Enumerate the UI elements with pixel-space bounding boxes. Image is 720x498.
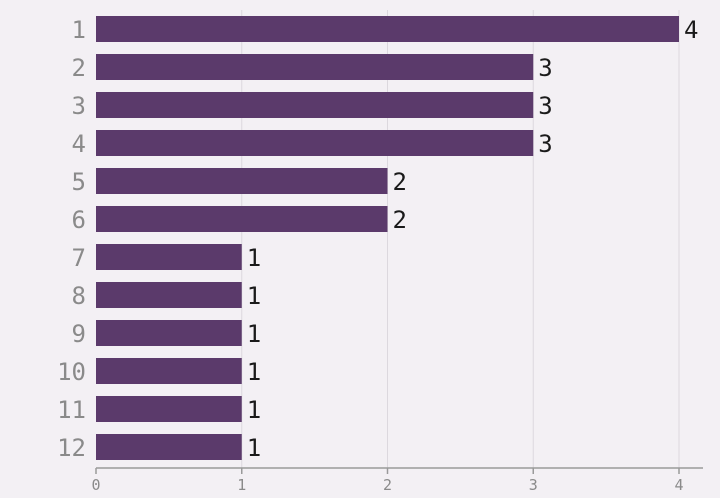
category-label-11: 11 bbox=[57, 396, 86, 424]
bar-12 bbox=[96, 434, 242, 460]
bar-7 bbox=[96, 244, 242, 270]
category-label-4: 4 bbox=[72, 130, 86, 158]
category-label-10: 10 bbox=[57, 358, 86, 386]
gridlines bbox=[241, 10, 680, 468]
category-label-5: 5 bbox=[72, 168, 86, 196]
category-label-1: 1 bbox=[72, 16, 86, 44]
value-label-8: 1 bbox=[247, 282, 261, 310]
value-label-11: 1 bbox=[247, 396, 261, 424]
value-label-3: 3 bbox=[538, 92, 552, 120]
bar-3 bbox=[96, 92, 534, 118]
value-label-9: 1 bbox=[247, 320, 261, 348]
bar-1 bbox=[96, 16, 679, 42]
x-tick-label-3: 3 bbox=[529, 476, 538, 494]
value-label-6: 2 bbox=[393, 206, 407, 234]
bar-8 bbox=[96, 282, 242, 308]
x-tick-label-0: 0 bbox=[91, 476, 100, 494]
bar-6 bbox=[96, 206, 388, 232]
value-label-12: 1 bbox=[247, 434, 261, 462]
value-label-7: 1 bbox=[247, 244, 261, 272]
bar-9 bbox=[96, 320, 242, 346]
bars bbox=[96, 16, 679, 460]
category-label-9: 9 bbox=[72, 320, 86, 348]
bar-10 bbox=[96, 358, 242, 384]
x-tick-label-1: 1 bbox=[237, 476, 246, 494]
value-label-2: 3 bbox=[538, 54, 552, 82]
x-axis: 0 1 2 3 4 bbox=[91, 467, 703, 494]
value-labels: 4 3 3 3 2 2 1 1 1 1 1 1 bbox=[247, 16, 699, 462]
category-label-6: 6 bbox=[72, 206, 86, 234]
value-label-1: 4 bbox=[684, 16, 698, 44]
category-label-7: 7 bbox=[72, 244, 86, 272]
x-tick-label-4: 4 bbox=[674, 476, 683, 494]
bar-2 bbox=[96, 54, 534, 80]
category-label-8: 8 bbox=[72, 282, 86, 310]
value-label-10: 1 bbox=[247, 358, 261, 386]
bar-5 bbox=[96, 168, 388, 194]
bar-4 bbox=[96, 130, 534, 156]
x-tick-label-2: 2 bbox=[383, 476, 392, 494]
category-label-12: 12 bbox=[57, 434, 86, 462]
bar-11 bbox=[96, 396, 242, 422]
category-label-3: 3 bbox=[72, 92, 86, 120]
value-label-4: 3 bbox=[538, 130, 552, 158]
value-label-5: 2 bbox=[393, 168, 407, 196]
category-label-2: 2 bbox=[72, 54, 86, 82]
